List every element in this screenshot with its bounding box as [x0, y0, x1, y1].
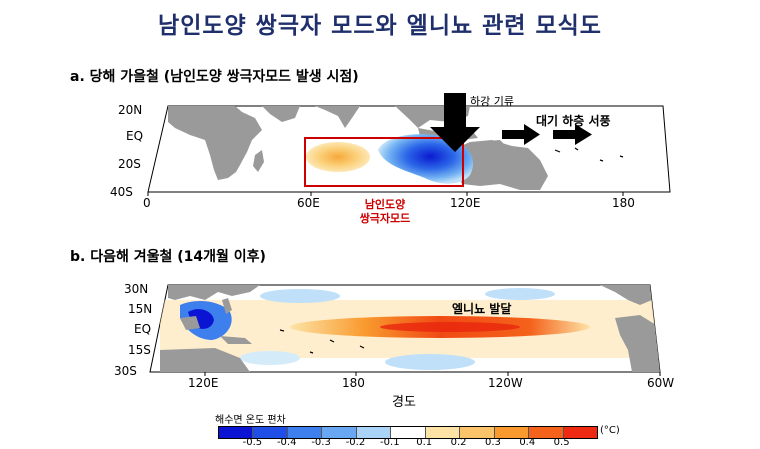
- lat-label-a-1: EQ: [126, 129, 144, 143]
- colorbar-tick-label: 0.3: [484, 437, 501, 448]
- lat-label-b-2: EQ: [134, 322, 152, 336]
- madagascar-landmass: [253, 150, 264, 172]
- lon-label-a-0: 0: [143, 196, 151, 210]
- lat-label-a-3: 40S: [110, 185, 133, 199]
- newguinea-landmass: [220, 336, 252, 344]
- colorbar-tick-label: -0.1: [380, 437, 400, 448]
- colorbar-swatch: [322, 427, 357, 438]
- india-landmass: [315, 106, 360, 128]
- colorbar-swatch: [356, 427, 392, 438]
- colorbar-ticks: -0.5 -0.4 -0.3 -0.2 -0.1 0.1 0.2 0.3 0.4 0.5: [218, 437, 596, 449]
- colorbar-swatch: [460, 427, 495, 438]
- borneo-landmass: [180, 316, 200, 330]
- colorbar-title: 해수면 온도 편차: [215, 415, 286, 426]
- colorbar-tick-label: -0.5: [242, 437, 263, 448]
- elnino-label: 엘니뇨 발달: [452, 302, 512, 316]
- westerly-label: 대기 하층 서풍: [536, 114, 611, 128]
- panel-b-map: [149, 284, 661, 376]
- australia-landmass-b: [160, 348, 250, 372]
- lat-label-b-4: 30S: [114, 364, 137, 378]
- colorbar-tick-label: 0.2: [450, 437, 467, 448]
- colorbar-swatch: [287, 427, 323, 438]
- philippines-landmass: [222, 298, 232, 314]
- lon-label-b-3: 60W: [647, 376, 675, 390]
- downdraft-arrow: [430, 93, 480, 152]
- lon-label-b-2: 120W: [488, 376, 523, 390]
- africa-landmass: [168, 106, 262, 180]
- north-america-landmass: [600, 285, 652, 305]
- lat-label-b-3: 15S: [128, 343, 151, 357]
- colorbar: [218, 426, 598, 439]
- westerly-arrows: [502, 124, 592, 145]
- lon-label-a-1: 60E: [297, 196, 320, 210]
- colorbar-tick-label: 0.1: [416, 437, 433, 448]
- colorbar-tick-label: -0.2: [345, 437, 366, 448]
- xaxis-label: 경도: [392, 395, 416, 410]
- colorbar-tick-label: 0.5: [553, 437, 570, 448]
- colorbar-tick-label: -0.4: [276, 437, 297, 448]
- lon-label-a-3: 180: [612, 196, 635, 210]
- iod-box-label: 남인도양 쌍극자모드: [340, 198, 430, 226]
- colorbar-swatch: [425, 427, 461, 438]
- lon-label-b-1: 180: [342, 376, 365, 390]
- iod-box: [304, 137, 464, 187]
- iod-box-label-line2: 쌍극자모드: [359, 212, 411, 225]
- lat-label-a-2: 20S: [118, 157, 141, 171]
- colorbar-unit: (°C): [600, 425, 620, 436]
- panel-a-title: a. 당해 가을철 (남인도양 쌍극자모드 발생 시점): [70, 69, 359, 85]
- lat-label-b-0: 30N: [124, 282, 149, 296]
- panel-b-title: b. 다음해 겨울철 (14개월 이후): [70, 249, 266, 265]
- colorbar-swatch: [253, 427, 288, 438]
- lat-label-b-1: 15N: [128, 302, 153, 316]
- colorbar-swatch: [391, 427, 426, 438]
- colorbar-swatch: [529, 427, 564, 438]
- lat-label-a-0: 20N: [118, 103, 143, 117]
- south-america-landmass: [615, 315, 660, 372]
- cool-anomaly-east: [378, 134, 474, 184]
- iod-box-label-line1: 남인도양: [364, 198, 406, 211]
- warm-anomaly-west: [306, 142, 370, 172]
- colorbar-tick-label: -0.3: [311, 437, 331, 448]
- colorbar-tick-label: 0.4: [519, 437, 536, 448]
- arabia-landmass: [262, 106, 300, 122]
- downdraft-label: 하강 기류: [470, 95, 514, 108]
- asia-landmass-b: [168, 285, 260, 300]
- page-title: 남인도양 쌍극자 모드와 엘니뇨 관련 모식도: [158, 13, 602, 39]
- colorbar-swatch: [563, 427, 597, 438]
- lon-label-b-0: 120E: [188, 376, 219, 390]
- colorbar-swatch: [219, 427, 254, 438]
- lon-label-a-2: 120E: [450, 196, 481, 210]
- australia-landmass: [452, 140, 548, 190]
- colorbar-swatch: [494, 427, 530, 438]
